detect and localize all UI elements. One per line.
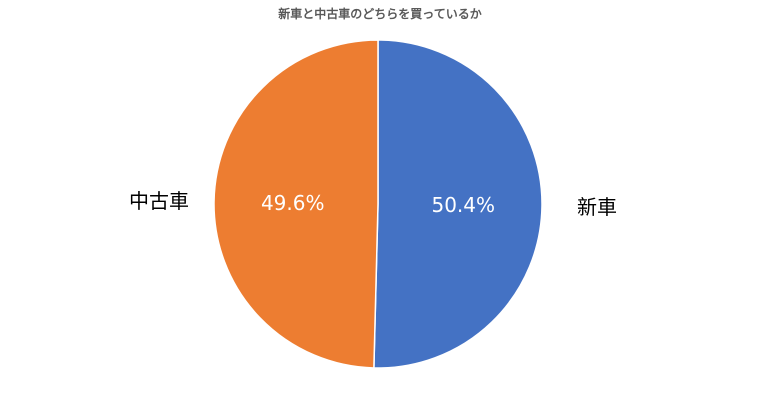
slice-category-label-0: 新車 xyxy=(577,195,617,219)
slice-percent-label-1: 49.6% xyxy=(261,191,325,215)
pie-slice-0 xyxy=(373,39,543,369)
slice-percent-label-0: 50.4% xyxy=(431,193,495,217)
pie-slice-1 xyxy=(213,39,379,369)
chart-title: 新車と中古車のどちらを買っているか xyxy=(278,6,481,21)
pie-labels: 50.4% 新車 49.6% 中古車 xyxy=(129,189,617,219)
pie-slices xyxy=(213,39,543,369)
slice-category-label-1: 中古車 xyxy=(129,189,189,213)
